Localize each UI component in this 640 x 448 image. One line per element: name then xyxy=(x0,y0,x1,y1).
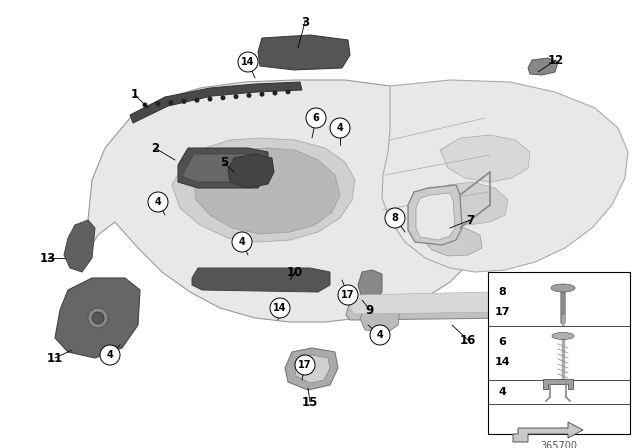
Text: 1: 1 xyxy=(131,89,139,102)
Circle shape xyxy=(100,345,120,365)
Text: 15: 15 xyxy=(302,396,318,409)
Text: 17: 17 xyxy=(341,290,355,300)
Circle shape xyxy=(207,96,212,102)
Circle shape xyxy=(143,103,147,108)
Circle shape xyxy=(88,308,108,328)
Polygon shape xyxy=(55,278,140,358)
Text: 8: 8 xyxy=(498,287,506,297)
Text: 8: 8 xyxy=(392,213,399,223)
Text: 4: 4 xyxy=(155,197,161,207)
Bar xyxy=(488,272,630,434)
Circle shape xyxy=(156,101,161,106)
Text: 4: 4 xyxy=(107,350,113,360)
Circle shape xyxy=(273,90,278,95)
Text: 6: 6 xyxy=(312,113,319,123)
Text: 14: 14 xyxy=(494,357,510,367)
Text: 10: 10 xyxy=(287,266,303,279)
Text: 12: 12 xyxy=(548,53,564,66)
Circle shape xyxy=(195,98,200,103)
Circle shape xyxy=(232,232,252,252)
Circle shape xyxy=(338,285,358,305)
Polygon shape xyxy=(382,80,628,272)
Text: 11: 11 xyxy=(47,352,63,365)
Polygon shape xyxy=(182,154,258,182)
Text: 365700: 365700 xyxy=(541,441,577,448)
Text: 4: 4 xyxy=(239,237,245,247)
Circle shape xyxy=(385,208,405,228)
Circle shape xyxy=(295,355,315,375)
Text: 4: 4 xyxy=(337,123,344,133)
Polygon shape xyxy=(258,35,350,70)
Circle shape xyxy=(92,312,104,324)
Circle shape xyxy=(270,298,290,318)
Circle shape xyxy=(182,99,186,104)
Polygon shape xyxy=(285,348,338,390)
Polygon shape xyxy=(543,379,573,389)
Polygon shape xyxy=(195,148,340,234)
Circle shape xyxy=(238,52,258,72)
Text: 4: 4 xyxy=(498,387,506,397)
Polygon shape xyxy=(358,270,382,300)
Text: 5: 5 xyxy=(220,156,228,169)
Circle shape xyxy=(285,89,291,94)
Circle shape xyxy=(306,108,326,128)
Polygon shape xyxy=(64,220,95,272)
Polygon shape xyxy=(88,80,495,322)
Text: 17: 17 xyxy=(494,307,509,317)
Circle shape xyxy=(148,192,168,212)
Circle shape xyxy=(246,93,252,98)
Polygon shape xyxy=(430,182,508,225)
Polygon shape xyxy=(513,422,583,442)
Polygon shape xyxy=(346,295,522,320)
Polygon shape xyxy=(360,305,400,332)
Circle shape xyxy=(259,92,264,97)
Polygon shape xyxy=(416,193,455,240)
Circle shape xyxy=(221,95,225,100)
Text: 14: 14 xyxy=(273,303,287,313)
Circle shape xyxy=(168,100,173,105)
Polygon shape xyxy=(228,154,274,188)
Ellipse shape xyxy=(552,332,574,340)
Polygon shape xyxy=(425,228,482,256)
Polygon shape xyxy=(528,58,558,75)
Text: 13: 13 xyxy=(40,251,56,264)
Text: 6: 6 xyxy=(498,337,506,347)
Polygon shape xyxy=(408,185,462,245)
Circle shape xyxy=(234,94,239,99)
Polygon shape xyxy=(178,148,268,188)
Polygon shape xyxy=(350,292,516,314)
Text: 14: 14 xyxy=(241,57,255,67)
Polygon shape xyxy=(172,138,355,242)
Circle shape xyxy=(330,118,350,138)
Text: 17: 17 xyxy=(298,360,312,370)
Text: 4: 4 xyxy=(376,330,383,340)
Text: 2: 2 xyxy=(151,142,159,155)
Polygon shape xyxy=(192,268,330,292)
Text: 9: 9 xyxy=(366,303,374,316)
Polygon shape xyxy=(295,355,330,383)
Polygon shape xyxy=(440,135,530,182)
Ellipse shape xyxy=(551,284,575,292)
Polygon shape xyxy=(130,82,302,123)
Text: 16: 16 xyxy=(460,333,476,346)
Text: 3: 3 xyxy=(301,16,309,29)
Circle shape xyxy=(370,325,390,345)
Text: 7: 7 xyxy=(466,214,474,227)
